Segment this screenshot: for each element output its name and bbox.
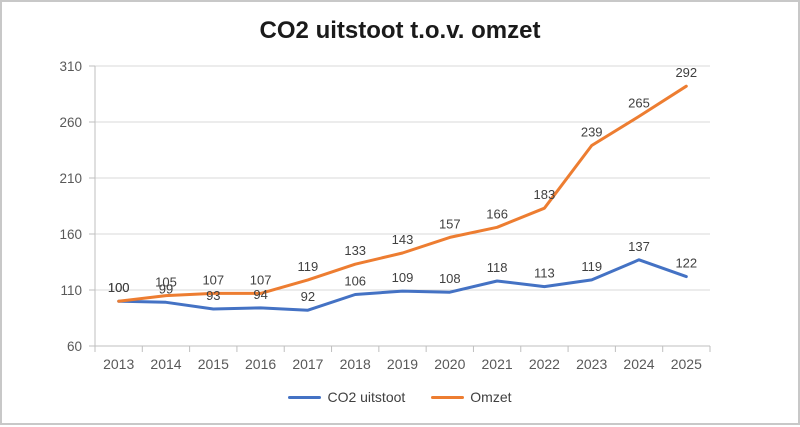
chart-title: CO2 uitstoot t.o.v. omzet [259,17,541,44]
data-label: 119 [298,259,319,274]
x-tick-label: 2017 [292,356,323,372]
legend-item-co2-uitstoot: CO2 uitstoot [288,389,405,405]
data-label: 119 [581,259,602,274]
data-label: 105 [155,275,177,290]
x-tick-label: 2020 [434,356,465,372]
x-tick-label: 2014 [150,356,181,372]
y-tick-label: 260 [59,115,82,130]
x-tick-label: 2022 [529,356,560,372]
data-label: 118 [487,260,508,275]
data-label: 143 [392,232,414,247]
legend-line-swatch-omzet [431,395,465,399]
x-tick-label: 2015 [198,356,229,372]
data-label: 166 [486,206,508,221]
legend-item-omzet: Omzet [431,389,512,405]
data-label: 122 [675,256,697,271]
data-label: 94 [253,287,267,302]
series-line-omzet [117,84,688,303]
data-label: 99 [159,281,173,296]
data-label: 157 [439,216,461,231]
data-label: 93 [206,288,220,303]
data-label: 107 [202,272,224,287]
legend-line-swatch-co2-uitstoot [288,395,322,399]
y-tick-label: 110 [60,283,82,298]
data-label: 239 [581,125,603,140]
x-tick-label: 2025 [671,356,702,372]
y-tick-label: 160 [59,227,82,242]
y-tick-label: 210 [59,171,82,186]
x-tick-label: 2019 [387,356,418,372]
data-label: 100 [108,280,130,295]
data-label: 265 [628,95,650,110]
legend-label-omzet: Omzet [470,389,512,405]
x-tick-label: 2021 [482,356,513,372]
legend: CO2 uitstoot Omzet [2,389,798,405]
x-tick-label: 2023 [576,356,607,372]
x-tick-label: 2016 [245,356,276,372]
data-label: 133 [344,243,366,258]
data-label: 100 [108,280,130,295]
x-tick-label: 2024 [623,356,654,372]
data-label: 113 [534,266,555,281]
data-label: 109 [392,270,414,285]
data-label: 292 [675,65,697,80]
x-tick-label: 2018 [340,356,371,372]
y-tick-label: 60 [67,339,82,354]
y-tick-label: 310 [59,59,82,74]
data-label: 137 [628,239,650,254]
x-tick-label: 2013 [103,356,134,372]
data-label: 106 [344,274,366,289]
data-label: 92 [301,289,315,304]
data-label: 107 [250,272,272,287]
series-line-co2-uitstoot [117,258,688,312]
legend-label-co2-uitstoot: CO2 uitstoot [327,389,406,405]
data-label: 108 [439,271,461,286]
data-label: 183 [534,187,556,202]
